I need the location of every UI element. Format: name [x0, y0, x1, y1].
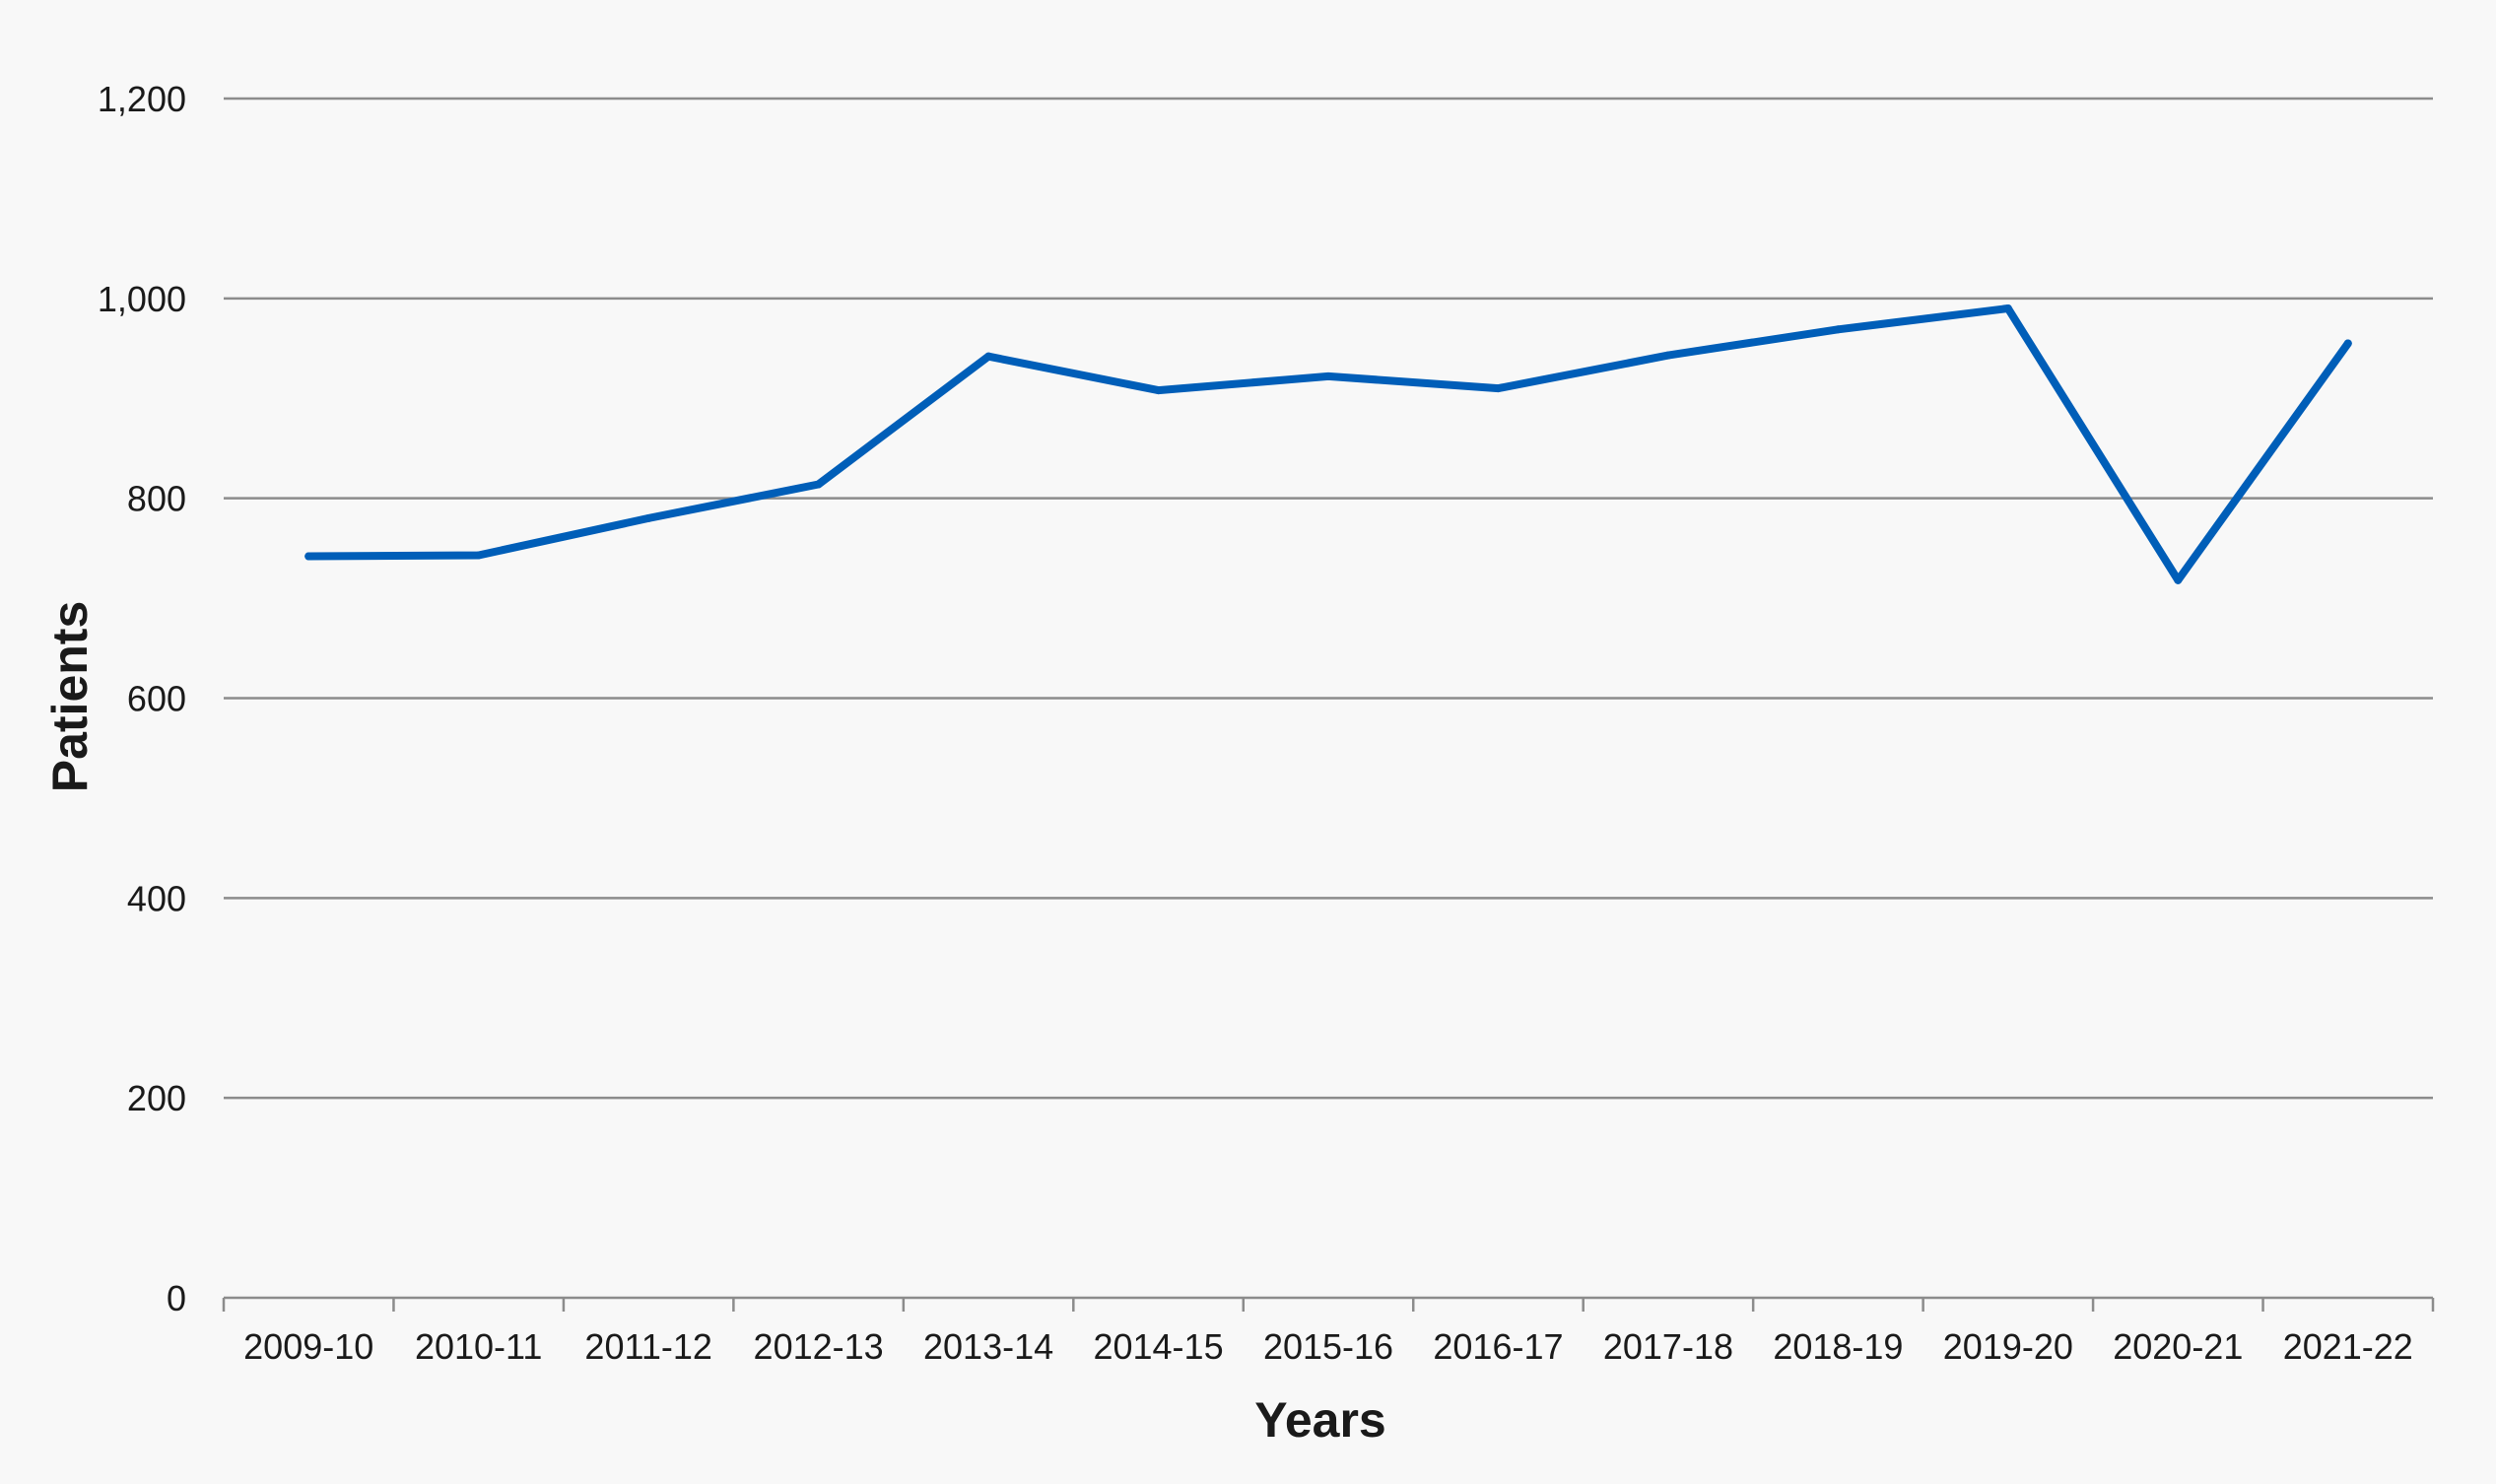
- x-tick-label: 2009-10: [243, 1326, 373, 1367]
- x-tick-label: 2016-17: [1433, 1326, 1563, 1367]
- y-axis-title: Patients: [42, 601, 98, 793]
- data-point: [644, 513, 653, 522]
- data-point: [1834, 325, 1843, 334]
- x-tick-label: 2017-18: [1603, 1326, 1733, 1367]
- y-tick-label: 1,200: [98, 79, 186, 119]
- x-tick-label: 2010-11: [415, 1326, 542, 1367]
- x-tick-label: 2013-14: [923, 1326, 1053, 1367]
- y-tick-label: 200: [127, 1078, 186, 1118]
- series-line: [304, 304, 2352, 584]
- x-axis-title: Years: [1254, 1392, 1385, 1448]
- y-tick-label: 400: [127, 878, 186, 918]
- x-tick-label: 2021-22: [2283, 1326, 2413, 1367]
- series-group: [304, 304, 2352, 584]
- x-tick-label: 2020-21: [2113, 1326, 2243, 1367]
- data-point: [2174, 575, 2183, 584]
- y-tick-label: 800: [127, 479, 186, 519]
- data-point: [474, 551, 483, 560]
- x-tick-label: 2011-12: [584, 1326, 711, 1367]
- data-point: [1324, 371, 1332, 380]
- x-tick-label: 2019-20: [1943, 1326, 2073, 1367]
- data-point: [1663, 351, 1672, 360]
- x-tick-label: 2014-15: [1093, 1326, 1223, 1367]
- y-tick-label: 0: [167, 1278, 186, 1318]
- data-point: [984, 352, 993, 361]
- x-axis-ticks: 2009-10 2010-11 2011-12 2012-13 2013-14 2014-…: [243, 1326, 2413, 1367]
- y-tick-label: 1,000: [98, 279, 186, 319]
- data-point: [2343, 339, 2352, 348]
- data-point: [814, 480, 823, 489]
- data-point: [2003, 304, 2012, 312]
- data-point: [1494, 384, 1503, 393]
- data-point: [1154, 386, 1163, 395]
- y-tick-label: 600: [127, 679, 186, 719]
- x-tick-label: 2012-13: [754, 1326, 884, 1367]
- data-point: [304, 552, 313, 561]
- x-axis: [222, 1296, 2435, 1312]
- x-tick-label: 2018-19: [1773, 1326, 1903, 1367]
- x-tick-label: 2015-16: [1263, 1326, 1393, 1367]
- gridlines: [224, 97, 2433, 1100]
- y-axis-ticks: 0 200 400 600 800 1,000 1,200: [98, 79, 186, 1318]
